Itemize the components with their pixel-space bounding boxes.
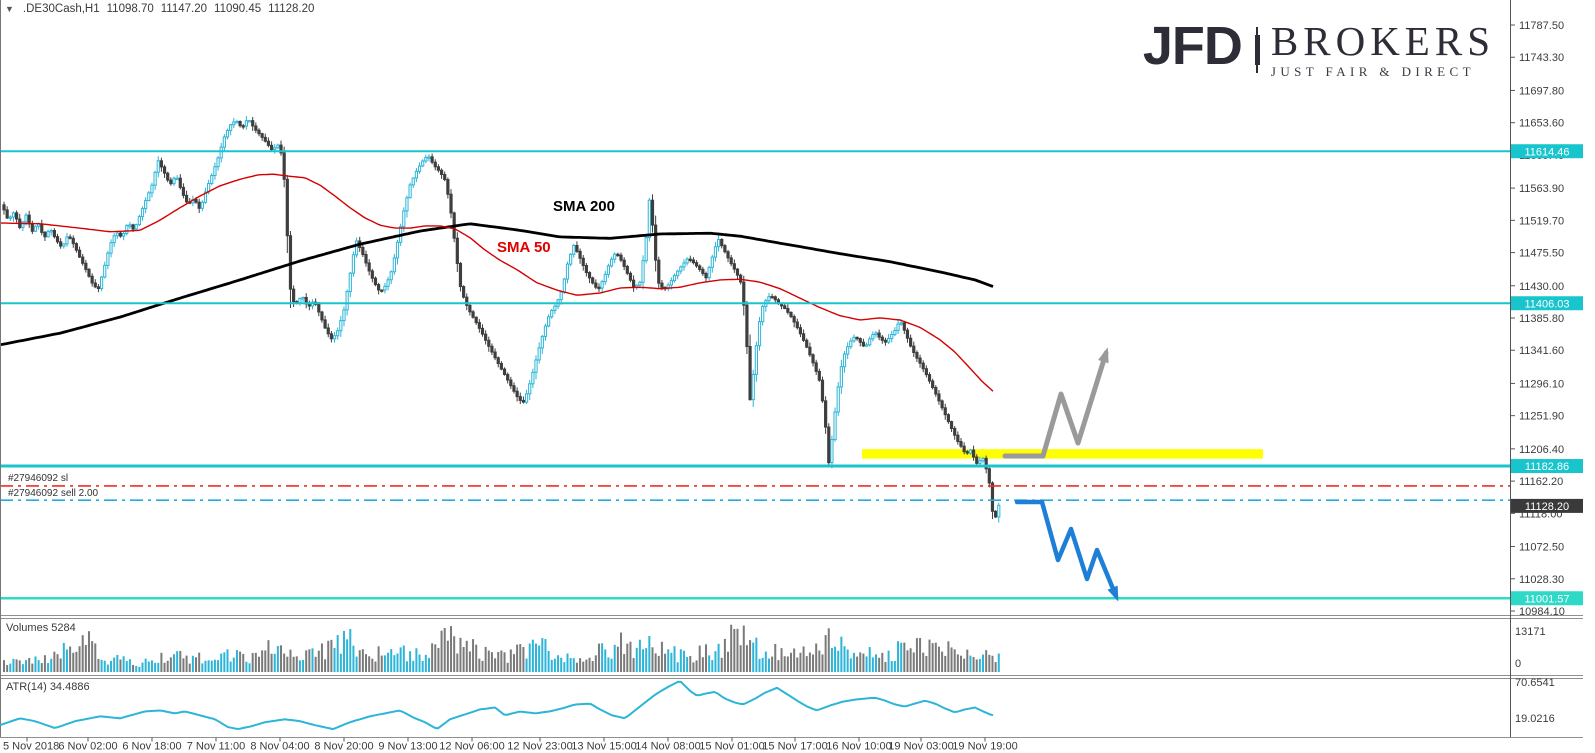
time-axis[interactable]: 5 Nov 2018 6 Nov 02:00 6 Nov 18:00 7 Nov 11… — [3, 737, 1018, 753]
time-axis-label: 14 Nov 08:00 — [635, 741, 700, 753]
price-badge — [1511, 459, 1583, 474]
price-tick-label: 11787.50 — [1519, 20, 1564, 32]
yellow-support-zone — [862, 449, 1263, 459]
stop-loss-line-label[interactable]: #27946092 sl — [8, 473, 69, 484]
indicator-scale-label: 0 — [1515, 658, 1521, 670]
price-tick-label: 11072.50 — [1519, 542, 1564, 554]
ohlc-open: 11098.70 — [106, 3, 154, 15]
price-badge-label: 11128.20 — [1525, 501, 1569, 513]
atr-current-value: 34.4886 — [49, 681, 90, 693]
price-tick-label: 11206.40 — [1519, 444, 1564, 456]
ohlc-low: 11090.45 — [214, 3, 262, 15]
candles-layer — [2, 116, 1001, 523]
sma50-label: SMA 50 — [497, 239, 551, 256]
logo-tagline: JUST FAIR & DIRECT — [1270, 63, 1475, 79]
logo-candlestick-separator-icon — [1254, 27, 1260, 73]
sma200-label: SMA 200 — [553, 198, 615, 215]
price-tick-label: 11697.80 — [1519, 85, 1564, 97]
ohlc-close: 11128.20 — [268, 3, 315, 15]
price-tick-label: 11475.50 — [1519, 248, 1564, 260]
bullish-scenario-arrow — [1002, 347, 1109, 459]
volumes-current-value: 5284 — [51, 622, 76, 634]
time-axis-label: 15 Nov 17:00 — [762, 741, 827, 753]
price-badge — [1511, 144, 1583, 159]
logo-jfd-text: JFD — [1142, 16, 1243, 76]
atr-line — [0, 680, 994, 731]
time-axis-label: 16 Nov 10:00 — [826, 741, 891, 753]
price-tick-label: 11385.80 — [1519, 313, 1564, 325]
price-tick-label: 11341.60 — [1519, 345, 1564, 357]
price-tick-label: 11519.70 — [1519, 215, 1564, 227]
price-tick-label: 11563.90 — [1519, 183, 1564, 195]
indicator-scale-label: 19.0216 — [1515, 713, 1555, 725]
time-axis-label: 13 Nov 15:00 — [571, 741, 636, 753]
sell-order-line-label[interactable]: #27946092 sell 2.00 — [8, 488, 99, 499]
time-axis-label: 5 Nov 2018 — [3, 741, 59, 753]
indicator-scale-label: 13171 — [1515, 626, 1546, 638]
time-axis-label: 8 Nov 20:00 — [314, 741, 373, 753]
price-badge-label: 11182.86 — [1525, 461, 1569, 473]
price-tick-label: 10984.10 — [1519, 606, 1565, 618]
price-tick-label: 11296.10 — [1519, 378, 1564, 390]
time-axis-label: 12 Nov 23:00 — [507, 741, 572, 753]
symbol-label: .DE30Cash,H1 — [22, 3, 100, 15]
chart-title-bar: ▼ .DE30Cash,H1 11098.70 11147.20 11090.45 111… — [5, 3, 314, 15]
sma50-line — [0, 173, 994, 392]
price-badge — [1511, 591, 1583, 606]
time-axis-label: 6 Nov 18:00 — [122, 741, 181, 753]
time-axis-label: 19 Nov 03:00 — [888, 741, 953, 753]
atr-indicator-label: ATR(14) 34.4886 — [6, 681, 90, 693]
volumes-indicator-label: Volumes 5284 — [6, 622, 76, 634]
price-badge-label: 11001.57 — [1524, 593, 1569, 605]
time-axis-label: 7 Nov 11:00 — [187, 741, 246, 753]
indicator-scales: 13171 0 70.6541 19.0216 — [1515, 626, 1555, 725]
price-badge-label: 11614.46 — [1524, 146, 1569, 158]
ohlc-high: 11147.20 — [160, 3, 208, 15]
collapse-triangle-icon[interactable]: ▼ — [5, 4, 14, 14]
price-badge-label: 11406.03 — [1524, 298, 1569, 310]
price-tick-label: 11162.20 — [1519, 476, 1563, 488]
time-axis-label: 9 Nov 13:00 — [378, 741, 437, 753]
volume-bars-layer — [3, 624, 1000, 672]
time-axis-label: 15 Nov 01:00 — [699, 741, 764, 753]
price-badge — [1511, 296, 1583, 311]
price-badge — [1511, 498, 1583, 513]
indicator-scale-label: 70.6541 — [1515, 677, 1555, 689]
time-axis-label: 12 Nov 06:00 — [439, 741, 504, 753]
price-badges: 11614.46 11406.03 11182.86 11128.20 11001.57 — [1511, 144, 1583, 605]
time-axis-label: 8 Nov 04:00 — [250, 741, 309, 753]
price-tick-label: 11653.60 — [1519, 118, 1564, 130]
panel-separators — [0, 0, 1583, 738]
time-axis-label: 19 Nov 19:00 — [952, 741, 1017, 753]
jfd-brokers-logo: JFD BROKERS JUST FAIR & DIRECT — [1142, 16, 1495, 80]
price-tick-label: 11743.30 — [1519, 52, 1564, 64]
logo-brokers-text: BROKERS — [1270, 18, 1495, 64]
price-tick-label: 11251.90 — [1519, 411, 1564, 423]
price-axis[interactable]: 11787.5011743.3011697.8011653.6011609.40… — [1510, 20, 1565, 618]
price-tick-label: 11430.00 — [1519, 281, 1564, 293]
time-axis-label: 6 Nov 02:00 — [58, 741, 117, 753]
price-tick-label: 11028.30 — [1519, 574, 1564, 586]
bearish-scenario-arrow — [1014, 499, 1119, 602]
